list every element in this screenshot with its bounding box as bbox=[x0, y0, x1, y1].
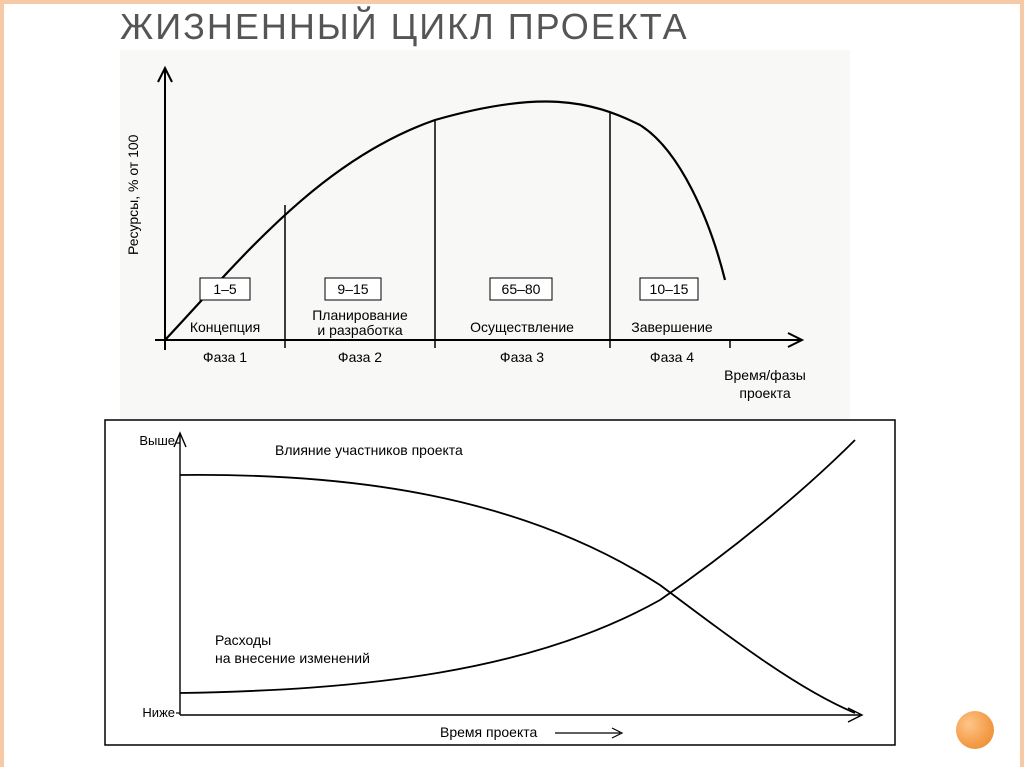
page-title: ЖИЗНЕННЫЙ ЦИКЛ ПРОЕКТА bbox=[120, 6, 689, 48]
lifecycle-phases-chart: Ресурсы, % от 100 1–5 9–15 65–80 10–15 К… bbox=[120, 50, 850, 420]
costs-label-2: на внесение изменений bbox=[215, 650, 370, 666]
border-top bbox=[0, 0, 1024, 4]
phase-axis-1: Фаза 1 bbox=[203, 349, 247, 365]
y-low-label: Ниже bbox=[142, 705, 175, 720]
phase-name-2a: Планирование bbox=[312, 307, 408, 323]
range-box-1: 1–5 bbox=[200, 278, 250, 300]
phase-name-4: Завершение bbox=[631, 319, 713, 335]
phase-name-2b: и разработка bbox=[317, 322, 402, 338]
accent-ball-icon bbox=[956, 711, 994, 749]
range-box-3: 65–80 bbox=[490, 278, 552, 300]
range-box-4: 10–15 bbox=[640, 278, 698, 300]
influence-label: Влияние участников проекта bbox=[275, 442, 463, 458]
y-high-label: Выше bbox=[139, 433, 175, 448]
phase-axis-3: Фаза 3 bbox=[500, 349, 544, 365]
x-axis-label-line1: Время/фазы bbox=[724, 367, 806, 383]
svg-text:10–15: 10–15 bbox=[650, 281, 689, 297]
border-left bbox=[0, 0, 4, 767]
x-axis-label-line2: проекта bbox=[739, 385, 790, 401]
svg-text:65–80: 65–80 bbox=[502, 281, 541, 297]
influence-cost-chart: Выше Ниже Влияние участников проекта Рас… bbox=[100, 415, 900, 750]
chart-frame bbox=[105, 420, 895, 745]
phase-axis-4: Фаза 4 bbox=[650, 349, 694, 365]
svg-text:9–15: 9–15 bbox=[337, 281, 368, 297]
bottom-x-label: Время проекта bbox=[440, 724, 537, 740]
phase-name-3: Осуществление bbox=[470, 319, 574, 335]
border-right bbox=[1020, 0, 1024, 767]
phase-name-1: Концепция bbox=[190, 319, 260, 335]
y-axis-label: Ресурсы, % от 100 bbox=[125, 134, 141, 255]
phase-axis-2: Фаза 2 bbox=[338, 349, 382, 365]
costs-label-1: Расходы bbox=[215, 632, 271, 648]
range-box-2: 9–15 bbox=[325, 278, 381, 300]
svg-text:1–5: 1–5 bbox=[213, 281, 237, 297]
